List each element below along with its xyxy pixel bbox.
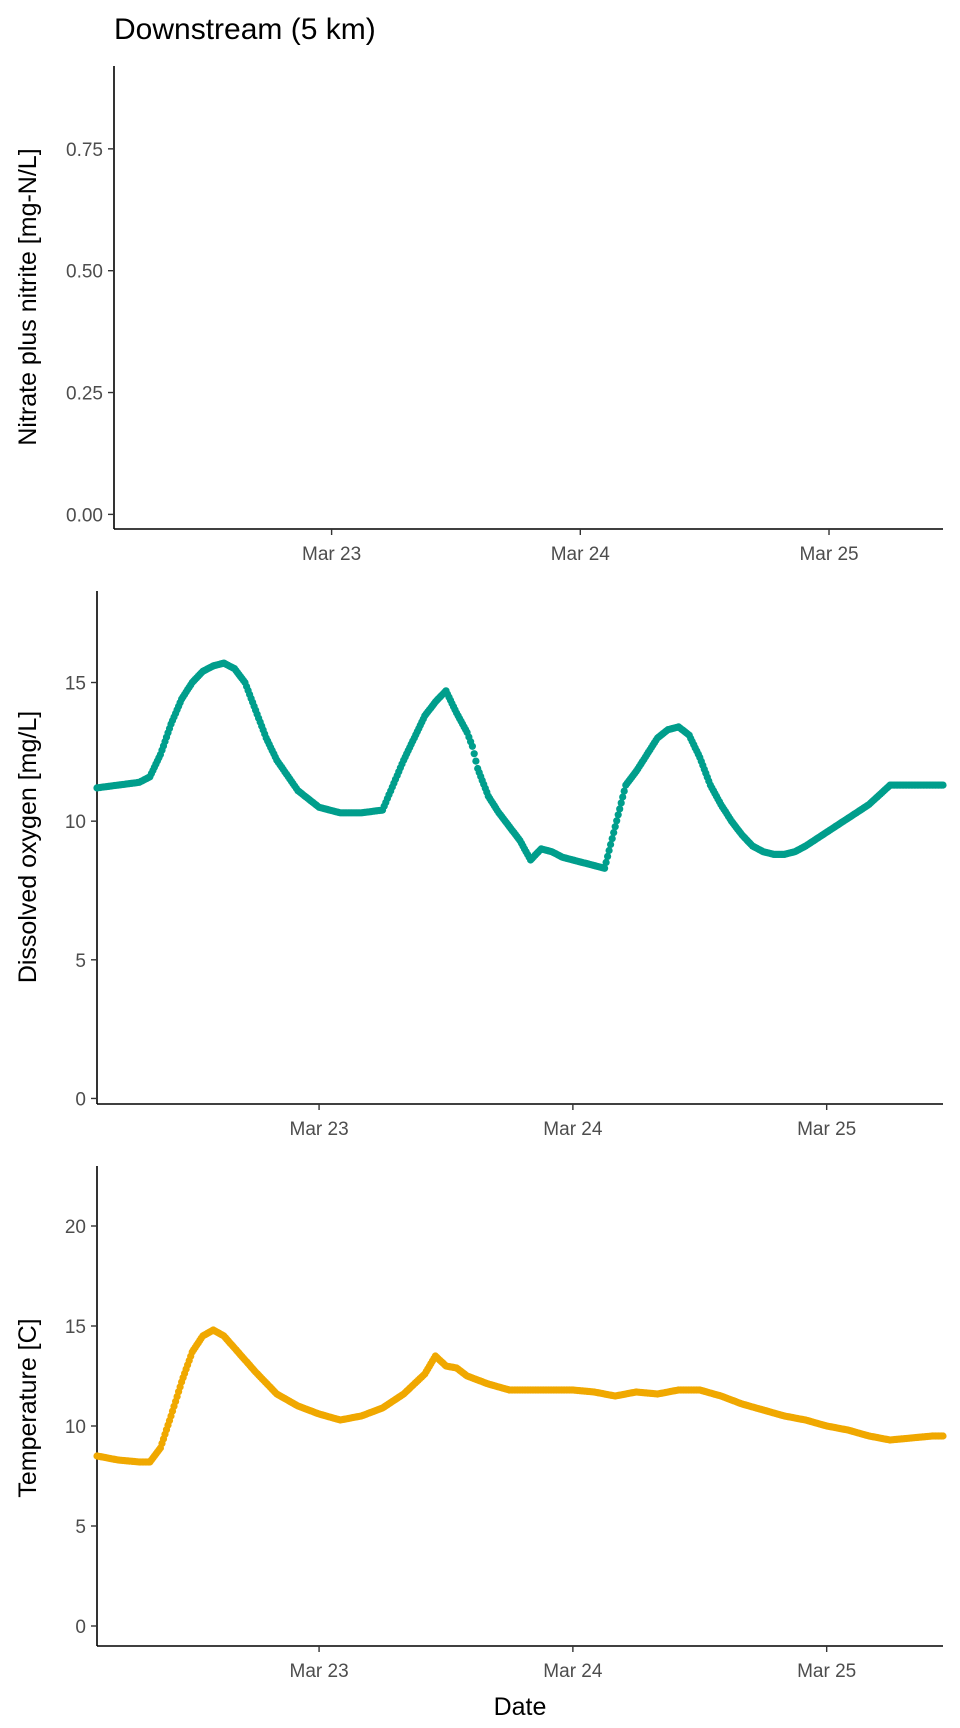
nitrate-panel: Nitrate plus nitrite [mg-N/L] 0.000.250.… [14, 66, 943, 565]
dissolved-oxygen-data-point [610, 829, 618, 837]
temperature-y-axis-label: Temperature [C] [14, 1318, 42, 1497]
dissolved-oxygen-y-tick-label: 15 [65, 674, 86, 695]
temperature-x-tick-label: Mar 25 [797, 1661, 856, 1682]
temperature-x-tick-label: Mar 24 [543, 1661, 603, 1682]
dissolved-oxygen-x-tick-label: Mar 24 [543, 1119, 603, 1140]
chart-title: Downstream (5 km) [114, 13, 376, 46]
dissolved-oxygen-x-tick-label: Mar 23 [290, 1119, 349, 1140]
temperature-ticks: 0 5 10 15 20 Mar 23 Mar 24 Mar 25 [65, 1217, 856, 1682]
temperature-y-tick-label: 15 [65, 1317, 86, 1338]
dissolved-oxygen-data-point [472, 757, 480, 765]
nitrate-x-tick-label: Mar 25 [799, 544, 858, 565]
nitrate-y-tick-label: 0.00 [66, 505, 103, 526]
dissolved-oxygen-data-point [468, 742, 476, 750]
nitrate-x-tick-label: Mar 23 [302, 544, 361, 565]
dissolved-oxygen-data-point [605, 846, 613, 855]
dissolved-oxygen-points [93, 659, 947, 872]
dissolved-oxygen-data-point [614, 811, 622, 819]
dissolved-oxygen-data-point [601, 864, 609, 872]
temperature-panel: Temperature [C] 0 5 10 15 20 Mar 23 Mar 24 Mar … [14, 1166, 947, 1682]
nitrate-y-axis-label: Nitrate plus nitrite [mg-N/L] [14, 148, 42, 445]
x-axis-label: Date [494, 1693, 547, 1721]
dissolved-oxygen-y-axis-label: Dissolved oxygen [mg/L] [14, 711, 42, 983]
dissolved-oxygen-data-point [470, 750, 478, 758]
dissolved-oxygen-data-point [620, 787, 628, 795]
nitrate-y-tick-label: 0.50 [66, 262, 103, 283]
dissolved-oxygen-data-point [602, 858, 610, 867]
temperature-y-tick-label: 5 [75, 1517, 86, 1538]
temperature-x-tick-label: Mar 23 [290, 1661, 349, 1682]
temperature-y-tick-label: 20 [65, 1217, 86, 1238]
dissolved-oxygen-ticks: 0 5 10 15 Mar 23 Mar 24 Mar 25 [65, 674, 856, 1140]
dissolved-oxygen-data-point [616, 805, 624, 813]
temperature-data-point [939, 1432, 947, 1440]
dissolved-oxygen-panel: Dissolved oxygen [mg/L] 0 5 10 15 Mar 23 Mar … [14, 591, 947, 1140]
dissolved-oxygen-data-point [617, 799, 625, 807]
dissolved-oxygen-x-tick-label: Mar 25 [797, 1119, 856, 1140]
dissolved-oxygen-y-tick-label: 10 [65, 812, 86, 833]
dissolved-oxygen-data-point [613, 817, 621, 825]
dissolved-oxygen-data-point [611, 823, 619, 831]
temperature-y-tick-label: 10 [65, 1417, 86, 1438]
dissolved-oxygen-data-point [939, 781, 947, 789]
dissolved-oxygen-y-tick-label: 5 [75, 951, 86, 972]
dissolved-oxygen-data-point [608, 835, 616, 843]
nitrate-y-tick-label: 0.75 [66, 140, 103, 161]
dissolved-oxygen-data-point [607, 840, 615, 849]
dissolved-oxygen-data-point [619, 793, 627, 801]
nitrate-y-tick-label: 0.25 [66, 384, 103, 405]
nitrate-ticks: 0.00 0.25 0.50 0.75 Mar 23 Mar 24 Mar 25 [66, 140, 859, 565]
dissolved-oxygen-data-point [604, 852, 612, 861]
temperature-points [93, 1326, 947, 1466]
dissolved-oxygen-y-tick-label: 0 [75, 1089, 86, 1110]
temperature-y-tick-label: 0 [75, 1617, 86, 1638]
nitrate-x-tick-label: Mar 24 [551, 544, 611, 565]
